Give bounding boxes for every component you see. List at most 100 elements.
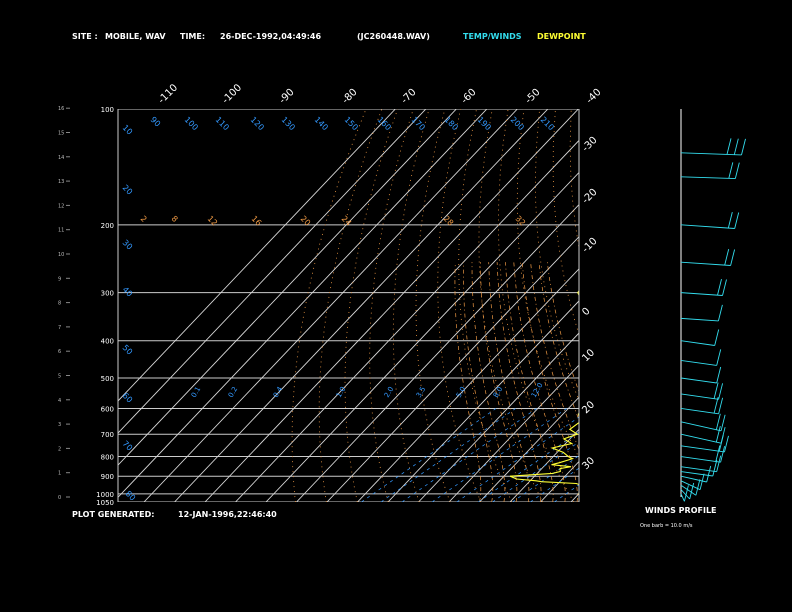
- time-label: TIME:: [180, 32, 206, 41]
- theta-e-label: 190: [476, 115, 493, 132]
- height-tick-label: 1: [58, 471, 61, 477]
- dry-adiabat-line: [761, 109, 792, 502]
- wind-barb-shaft: [680, 421, 722, 432]
- wind-barb-flag: [689, 482, 695, 500]
- wind-barb-shaft: [680, 466, 717, 473]
- mixing-ratio-label: 2.0: [383, 385, 395, 399]
- plot-generated-label: PLOT GENERATED:: [72, 510, 155, 519]
- wind-barb-shaft: [680, 292, 723, 296]
- legend-temp-winds: TEMP/WINDS: [463, 32, 522, 41]
- pressure-tick-label: 100: [101, 106, 114, 114]
- mixing-ratio-label: 12.0: [530, 381, 545, 399]
- isotherm-top-label: -110: [156, 82, 180, 106]
- dry-adiabat-line: [437, 109, 482, 502]
- isotherm-line: [204, 109, 579, 502]
- theta-e-label: 110: [214, 115, 231, 132]
- wind-barb-shaft: [680, 224, 735, 229]
- mixing-ratio-line: [401, 408, 537, 502]
- wind-barb-flag: [734, 212, 740, 229]
- isotherm-right-label: 30: [580, 455, 597, 472]
- dry-adiabat-line: [619, 109, 791, 502]
- isotherm-top-label: -100: [220, 82, 244, 106]
- height-tick-label: 2: [58, 446, 61, 452]
- wind-barb-shaft: [680, 493, 685, 502]
- wind-barb-flag: [720, 446, 726, 463]
- isotherm-line: [632, 109, 792, 502]
- isotherm-top-label: -70: [399, 87, 418, 106]
- dry-adiabat-line: [745, 109, 792, 502]
- moist-adiabat-line: [546, 262, 579, 393]
- wind-barb-flag: [717, 278, 722, 296]
- height-tick-label: 5: [58, 374, 61, 380]
- wind-barb-flag: [716, 455, 722, 472]
- height-tick-label: 6: [58, 349, 61, 355]
- pressure-tick-label: 400: [101, 338, 114, 346]
- wind-barb-shaft: [680, 261, 731, 266]
- isotherm-right-label: 10: [580, 347, 597, 364]
- wind-barb-shaft: [680, 484, 697, 496]
- isotherm-line: [602, 109, 792, 502]
- isotherm-line: [118, 109, 488, 498]
- isotherm-top-label: -50: [523, 87, 542, 106]
- isotherm-line: [479, 396, 579, 502]
- file-name: (JC260448.WAV): [357, 32, 430, 41]
- dry-adiabat-line: [516, 109, 579, 459]
- isotherm-line: [448, 364, 579, 502]
- isotherm-line: [118, 109, 396, 402]
- isotherm-right-label: 0: [580, 306, 592, 318]
- height-tick-label: 4: [58, 398, 61, 404]
- dry-adiabat-line: [682, 109, 792, 502]
- dry-adiabat-line: [534, 109, 579, 401]
- theta-e-label: 40: [121, 285, 135, 299]
- pressure-tick-label: 800: [101, 454, 114, 462]
- theta-e-label: 170: [410, 115, 427, 132]
- dewpoint-profile-line: [509, 289, 579, 496]
- adiabat-label: 16: [250, 214, 264, 228]
- wind-barb-shaft: [680, 359, 717, 366]
- wind-barb-flag: [716, 366, 722, 384]
- wind-barb-flag: [713, 382, 719, 399]
- theta-e-label: 150: [343, 115, 360, 132]
- dry-adiabat-line: [318, 109, 383, 502]
- mixing-ratio-line: [477, 431, 579, 502]
- theta-e-label: 140: [313, 115, 330, 132]
- winds-profile-title: WINDS PROFILE: [645, 506, 717, 515]
- isotherm-top-label: -60: [459, 87, 478, 106]
- moist-adiabat-line: [488, 262, 530, 502]
- wind-barb-flag: [724, 435, 729, 453]
- isotherm-line: [143, 109, 518, 502]
- adiabat-label: 28: [442, 214, 456, 228]
- isotherm-line: [693, 109, 792, 502]
- dry-adiabat-line: [776, 109, 792, 502]
- dry-adiabat-line: [458, 109, 513, 502]
- height-tick-label: 12: [58, 203, 64, 209]
- pressure-tick-label: 200: [101, 222, 114, 230]
- wind-barb-flag: [715, 445, 721, 462]
- theta-e-label: 180: [443, 115, 460, 132]
- dry-adiabat-line: [698, 109, 792, 502]
- wind-barb-flag: [712, 459, 718, 477]
- mixing-ratio-line: [361, 408, 497, 502]
- dry-adiabat-line: [713, 109, 792, 502]
- dry-adiabat-line: [497, 109, 575, 502]
- wind-barb-shaft: [680, 340, 715, 346]
- pressure-tick-label: 1050: [96, 499, 114, 507]
- height-tick-label: 13: [58, 179, 64, 185]
- isotherm-line: [387, 300, 579, 502]
- isotherm-line: [540, 460, 579, 502]
- wind-barb-shaft: [680, 152, 742, 156]
- isotherm-right-label: 20: [580, 399, 597, 416]
- theta-e-label: 10: [121, 123, 135, 137]
- pressure-tick-label: 700: [101, 431, 114, 439]
- dry-adiabat-line: [415, 109, 451, 502]
- isotherm-line: [663, 109, 792, 502]
- height-tick-label: 0: [58, 495, 61, 501]
- wind-barb-flag: [741, 138, 746, 156]
- height-tick-label: 8: [58, 301, 61, 307]
- mixing-ratio-label: 0.2: [227, 385, 239, 399]
- moist-adiabat-line: [471, 262, 506, 502]
- moist-adiabat-line: [480, 262, 518, 502]
- wind-barb-shaft: [680, 393, 719, 400]
- wind-barb-shaft: [680, 377, 717, 384]
